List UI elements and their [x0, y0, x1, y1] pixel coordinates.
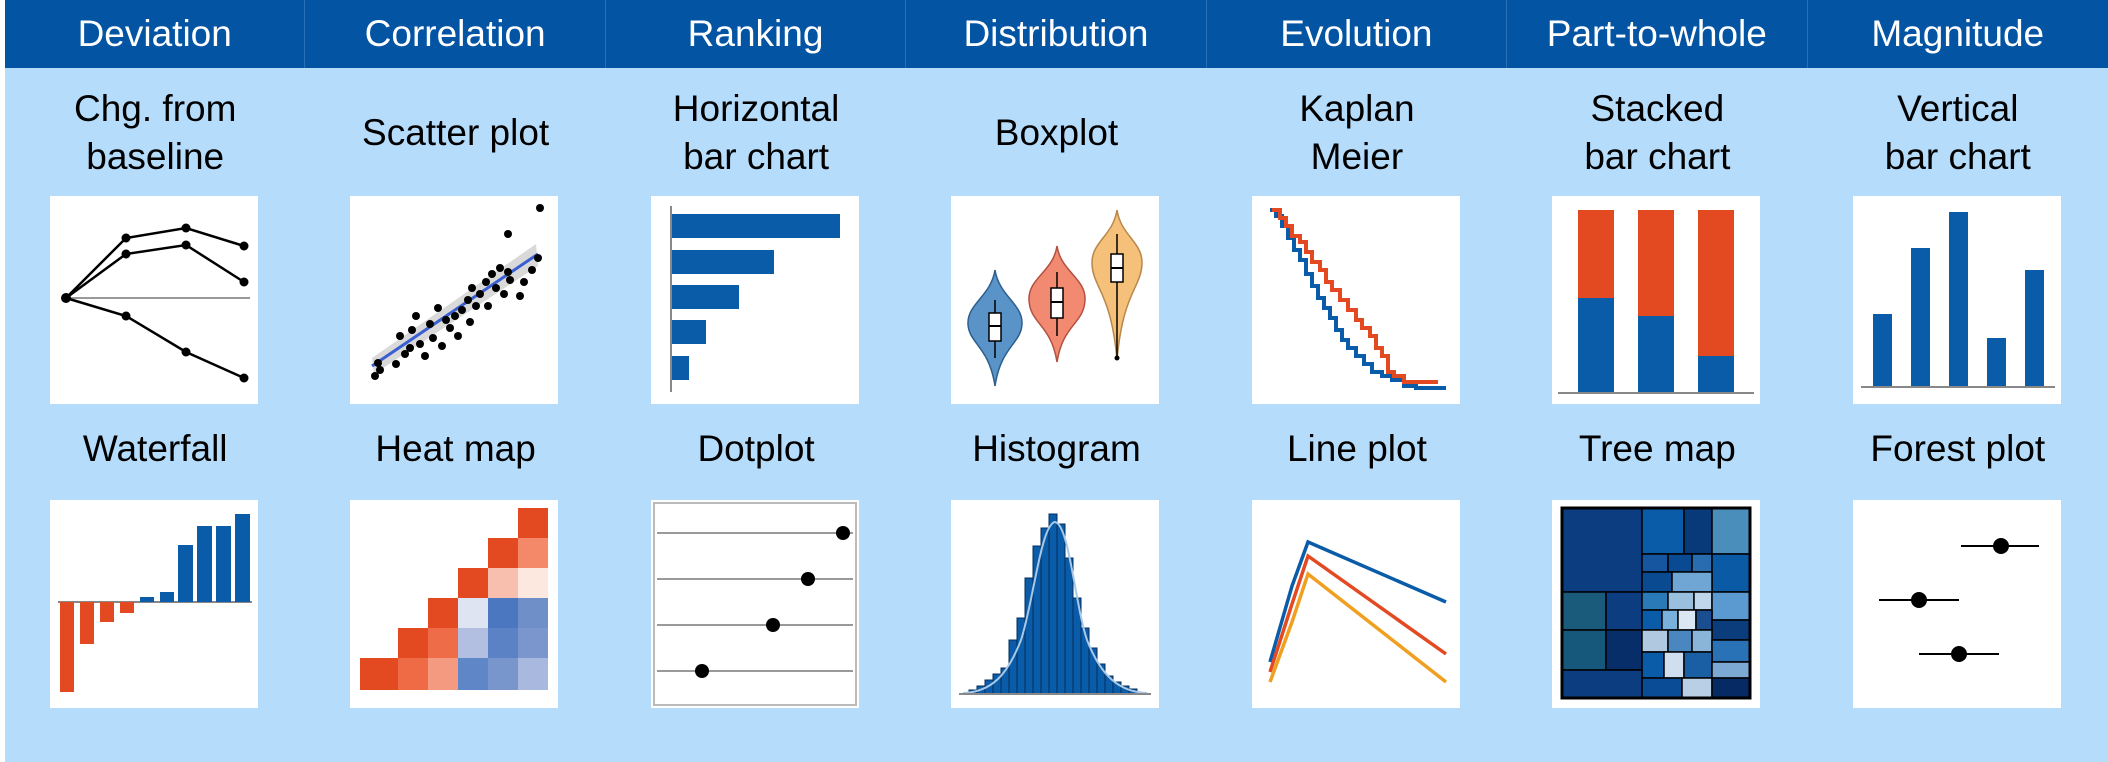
chart-type-guide: Deviation Correlation Ranking Distributi…	[5, 0, 2108, 762]
category-deviation: Deviation	[5, 0, 306, 68]
chart-title-boxplot: Boxplot	[994, 112, 1119, 153]
line-plot-thumbnail	[1251, 500, 1460, 708]
chart-title-stacked-bar-chart: Stacked bar chart	[1584, 88, 1731, 177]
column-correlation: Scatter plot	[305, 68, 605, 762]
vertical-bar-chart-thumbnail	[1852, 196, 2061, 404]
column-distribution: Boxplot Histogram	[906, 68, 1206, 762]
column-deviation: Chg. from baseline Waterfall	[5, 68, 305, 762]
chart-title-scatter-plot: Scatter plot	[362, 112, 550, 153]
tree-map-thumbnail	[1552, 500, 1761, 708]
column-ranking: Horizontal bar chart Dotplot	[606, 68, 906, 762]
chart-title-histogram: Histogram	[972, 428, 1141, 469]
waterfall-thumbnail	[50, 500, 258, 708]
category-part-to-whole: Part-to-whole	[1507, 0, 1808, 68]
column-evolution: Kaplan Meier Line plot	[1207, 68, 1507, 762]
histogram-thumbnail	[951, 500, 1160, 708]
category-header: Deviation Correlation Ranking Distributi…	[5, 0, 2108, 68]
scatter-plot-thumbnail	[350, 196, 559, 404]
chart-title-forest-plot: Forest plot	[1870, 428, 2046, 469]
category-correlation: Correlation	[305, 0, 606, 68]
category-evolution: Evolution	[1207, 0, 1508, 68]
forest-plot-thumbnail	[1852, 500, 2061, 708]
boxplot-thumbnail	[951, 196, 1160, 404]
category-ranking: Ranking	[606, 0, 907, 68]
chart-title-kaplan-meier: Kaplan Meier	[1299, 88, 1415, 177]
heat-map-thumbnail	[350, 500, 559, 708]
chart-title-line-plot: Line plot	[1286, 428, 1427, 469]
category-distribution: Distribution	[906, 0, 1207, 68]
chart-title-waterfall: Waterfall	[82, 428, 228, 469]
column-magnitude: Vertical bar chart Forest plot	[1808, 68, 2108, 762]
category-magnitude: Magnitude	[1871, 13, 2045, 54]
column-part-to-whole: Stacked bar chart Tree map	[1507, 68, 1807, 762]
horizontal-bar-chart-thumbnail	[650, 196, 859, 404]
chart-title-tree-map: Tree map	[1578, 428, 1736, 469]
chart-title-horizontal-bar-chart: Horizontal bar chart	[672, 88, 840, 177]
kaplan-meier-thumbnail	[1251, 196, 1460, 404]
chart-title-heat-map: Heat map	[375, 428, 536, 469]
chart-title-vertical-bar-chart: Vertical bar chart	[1884, 88, 2031, 177]
change-from-baseline-thumbnail	[50, 196, 258, 404]
chart-title-change-from-baseline: Chg. from baseline	[73, 88, 237, 177]
stacked-bar-chart-thumbnail	[1552, 196, 1761, 404]
chart-title-dotplot: Dotplot	[697, 428, 815, 469]
dotplot-thumbnail	[650, 500, 859, 708]
